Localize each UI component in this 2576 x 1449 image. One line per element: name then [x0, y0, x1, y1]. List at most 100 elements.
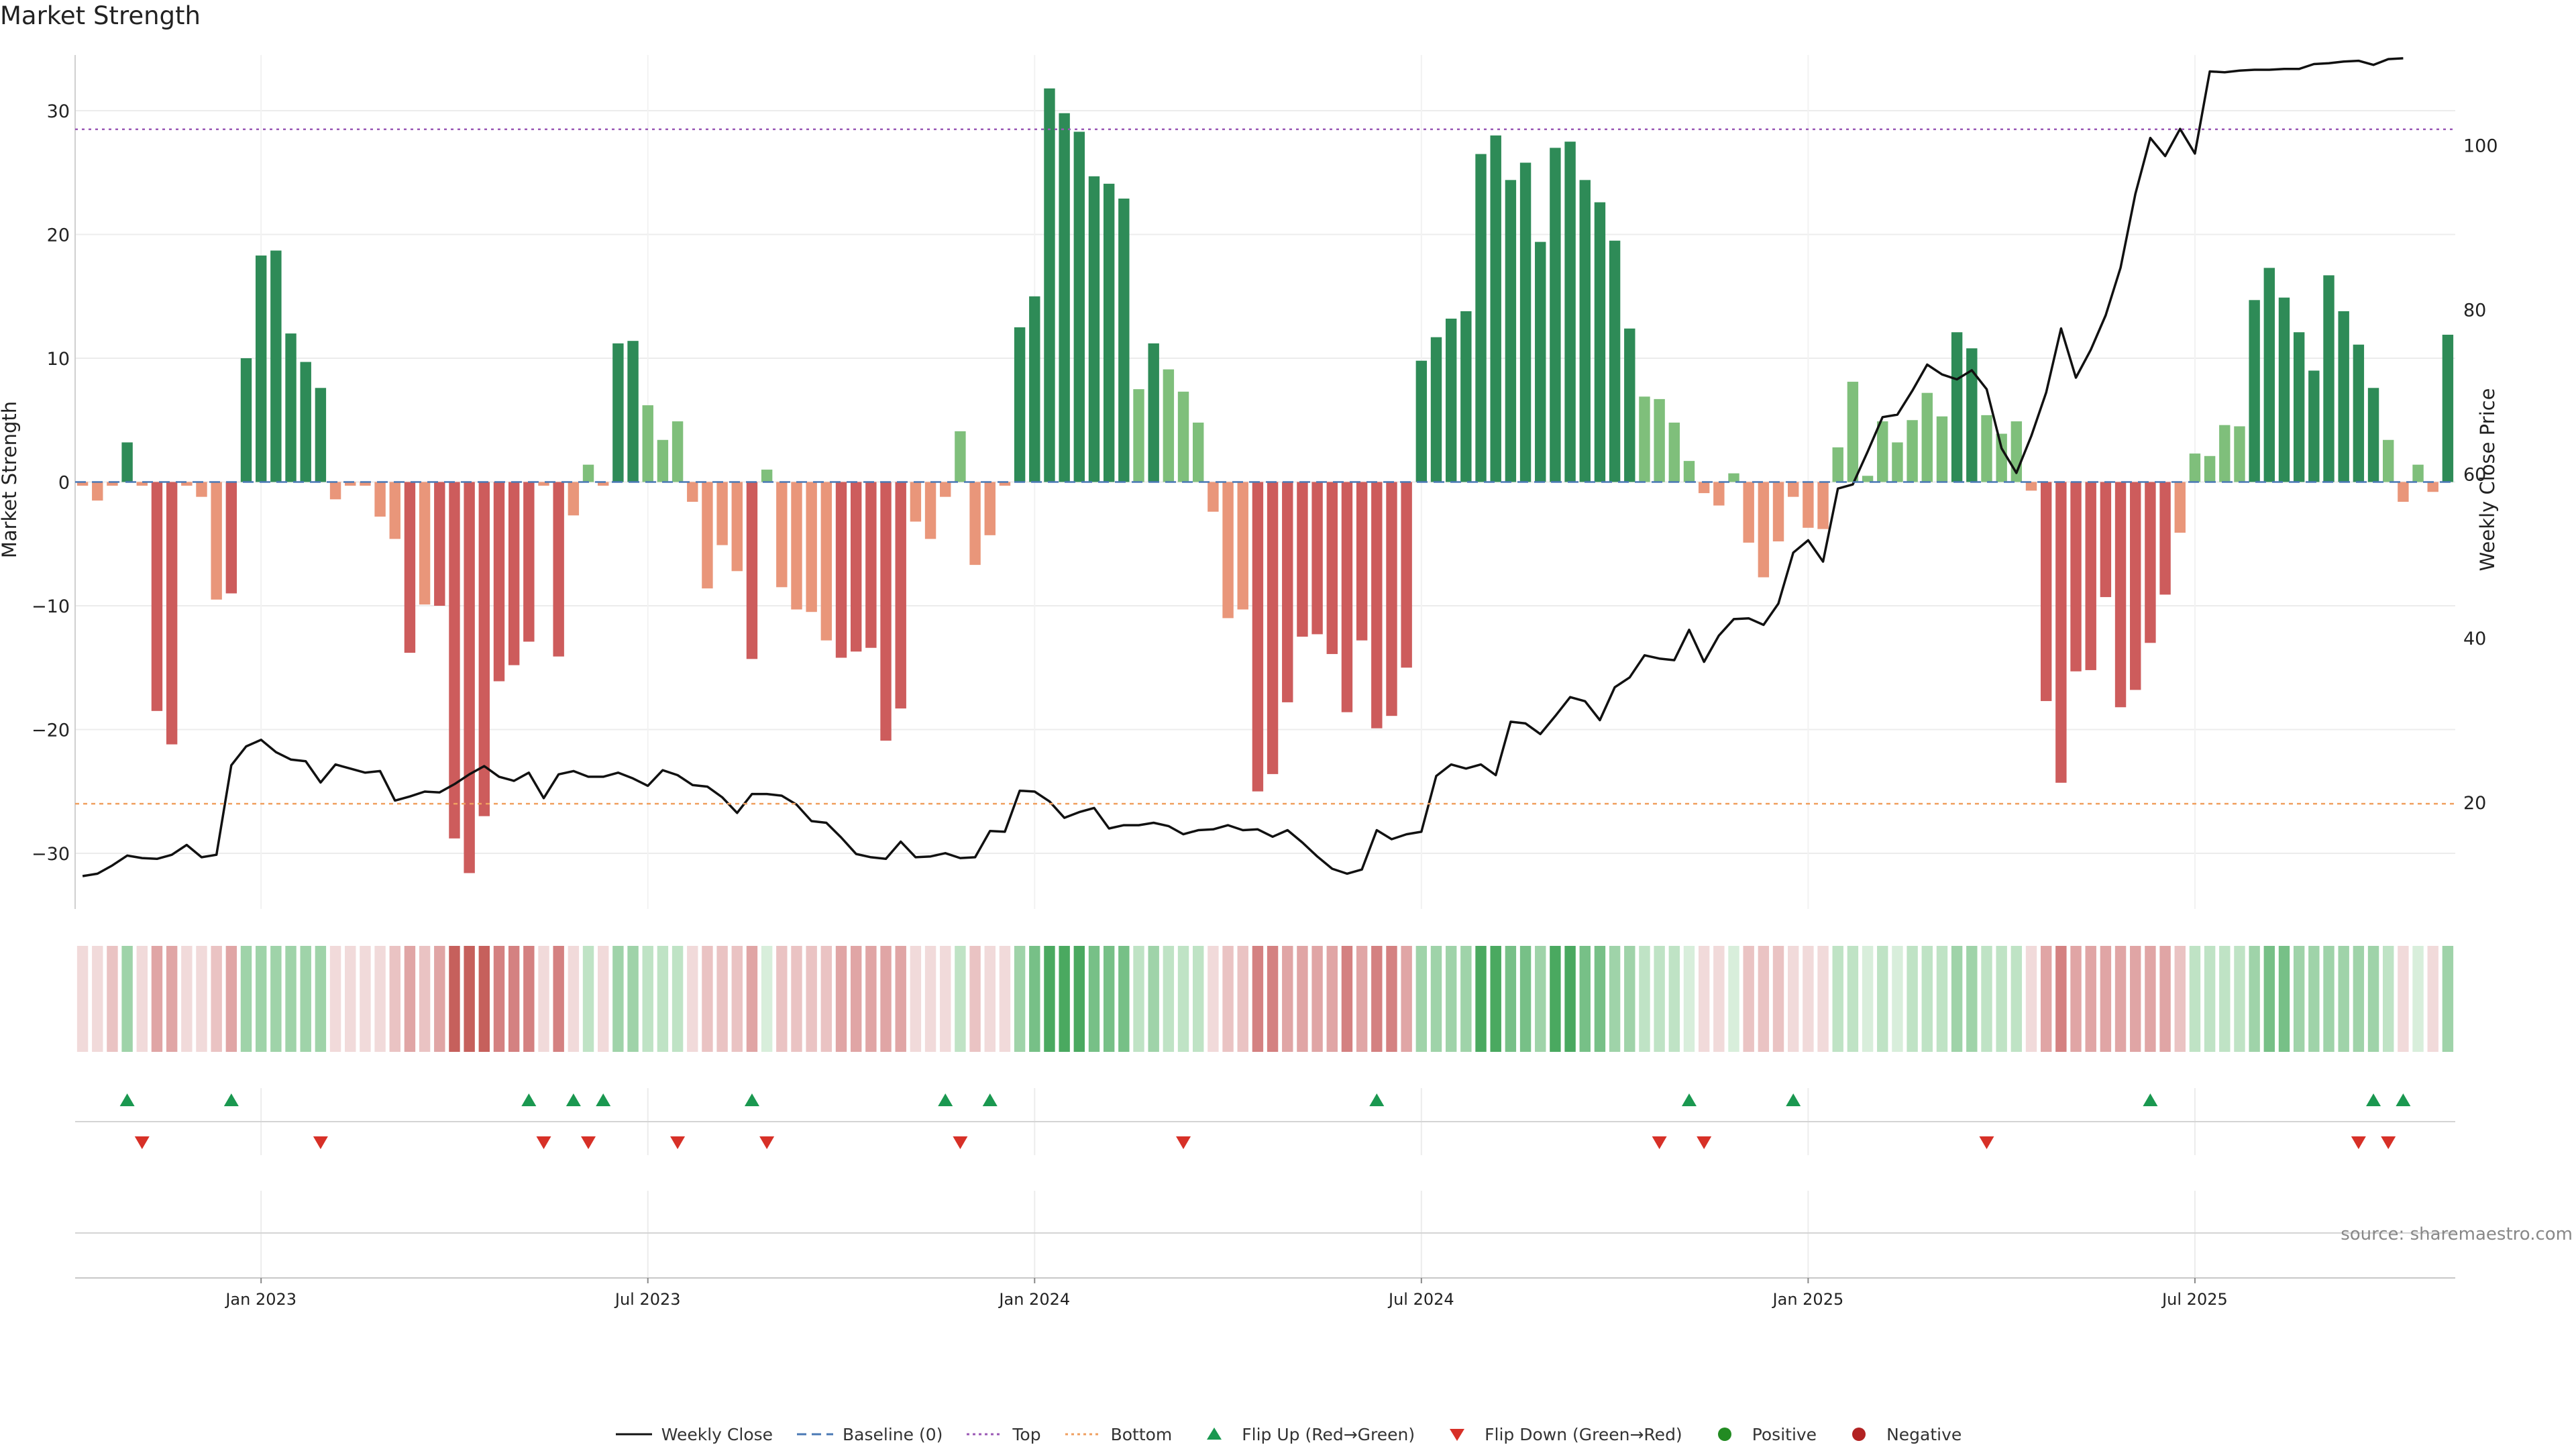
dotted-line-icon: [1065, 1433, 1102, 1436]
strength-bar: [538, 482, 549, 486]
legend-item-positive: Positive: [1705, 1425, 1817, 1444]
heat-cell: [1921, 946, 1933, 1052]
strength-bar: [1594, 202, 1606, 482]
strength-bar: [1103, 183, 1115, 482]
strength-bar: [107, 482, 118, 486]
heat-cell: [1535, 946, 1546, 1052]
flip-down-marker: [134, 1136, 150, 1149]
heat-cell: [2174, 946, 2186, 1052]
strength-bar: [1817, 482, 1829, 529]
strength-bar: [1401, 482, 1412, 668]
heat-cell: [1654, 946, 1665, 1052]
heat-cell: [1892, 946, 1903, 1052]
strength-bar: [1951, 332, 1963, 482]
legend-label: Top: [1012, 1424, 1041, 1444]
circle-icon: [1717, 1428, 1731, 1441]
flip-down-marker: [2351, 1136, 2366, 1149]
strength-bar: [121, 442, 133, 482]
heat-cell: [2293, 946, 2305, 1052]
heat-cell: [1014, 946, 1026, 1052]
strength-bar: [1668, 422, 1680, 482]
heat-cell: [1401, 946, 1412, 1052]
strength-bar: [285, 333, 297, 482]
strength-bar: [1505, 180, 1517, 482]
heat-cell: [1907, 946, 1918, 1052]
heat-cell: [1803, 946, 1814, 1052]
strength-bar: [1936, 416, 1948, 482]
legend-label: Bottom: [1110, 1424, 1173, 1444]
strength-bar: [1208, 482, 1219, 512]
heat-cell: [2442, 946, 2454, 1052]
flip-markers: [75, 1093, 2455, 1149]
heat-cell: [895, 946, 906, 1052]
heat-cell: [1996, 946, 2007, 1052]
strength-bar: [1415, 360, 1428, 482]
strength-bar: [1892, 442, 1903, 482]
y-left-tick-label: 20: [47, 225, 70, 246]
heat-cell: [374, 946, 386, 1052]
heat-cell: [850, 946, 862, 1052]
weekly-close-line: [82, 57, 2404, 877]
heat-cell: [1163, 946, 1175, 1052]
strength-bar: [1981, 415, 1992, 482]
heat-cell: [598, 946, 609, 1052]
strength-bar: [2323, 275, 2334, 482]
strength-bar: [642, 405, 653, 482]
strength-bar: [895, 482, 906, 709]
legend-label: Negative: [1886, 1424, 1962, 1444]
heat-cell: [1059, 946, 1070, 1052]
heat-cell: [1862, 946, 1874, 1052]
strength-bar: [2189, 453, 2201, 482]
heat-cell: [493, 946, 505, 1052]
legend-label: Baseline (0): [843, 1424, 943, 1444]
strength-bar: [1996, 433, 2007, 482]
flip-down-marker: [953, 1136, 968, 1149]
strength-bar: [657, 439, 669, 482]
strength-bar: [1341, 482, 1353, 712]
strength-bar: [627, 341, 639, 482]
legend-label: Flip Down (Green→Red): [1485, 1424, 1682, 1444]
heat-cell: [1772, 946, 1784, 1052]
strength-bar: [1788, 482, 1799, 497]
reference-lines: [75, 128, 2455, 805]
heat-cell: [2010, 946, 2023, 1052]
heat-cell: [865, 946, 877, 1052]
heat-cell: [1847, 946, 1859, 1052]
strength-bar: [434, 482, 445, 606]
legend-item-weekly-close: Weekly Close: [614, 1425, 773, 1444]
strength-bar: [1683, 461, 1695, 482]
heat-cell: [1029, 946, 1040, 1052]
heat-cell: [1193, 946, 1204, 1052]
heat-cell: [940, 946, 951, 1052]
flip-down-marker: [1697, 1136, 1712, 1149]
y-left-tick-label: 30: [47, 101, 70, 122]
heat-cell: [76, 946, 89, 1052]
strength-bar: [1222, 482, 1234, 619]
strength-bar: [731, 482, 743, 572]
heat-cell: [464, 946, 475, 1052]
strength-bar: [2442, 334, 2454, 482]
heat-cell: [2159, 946, 2171, 1052]
heat-cell: [1133, 946, 1144, 1052]
strength-bar: [1445, 318, 1457, 482]
heat-cell: [508, 946, 520, 1052]
flip-down-marker: [581, 1136, 596, 1149]
strength-bar: [1148, 343, 1159, 482]
strength-bar: [2130, 482, 2141, 690]
strength-bar: [1237, 482, 1248, 610]
heat-cell: [1519, 946, 1532, 1052]
strength-bar: [1073, 131, 1085, 482]
source-note: source: sharemaestro.com: [2341, 1224, 2573, 1244]
strength-bar: [1758, 482, 1770, 578]
heat-cell: [791, 946, 802, 1052]
strength-bar: [2174, 482, 2186, 533]
strength-bar: [136, 482, 148, 486]
heat-cell: [300, 946, 311, 1052]
heat-cell: [255, 946, 267, 1052]
heat-cell: [1490, 946, 1501, 1052]
strength-bar: [1862, 476, 1874, 482]
strength-bar: [478, 482, 490, 816]
legend-item-flip-up: Flip Up (Red→Green): [1195, 1425, 1415, 1444]
heat-cell: [924, 946, 936, 1052]
heat-cell: [1817, 946, 1829, 1052]
